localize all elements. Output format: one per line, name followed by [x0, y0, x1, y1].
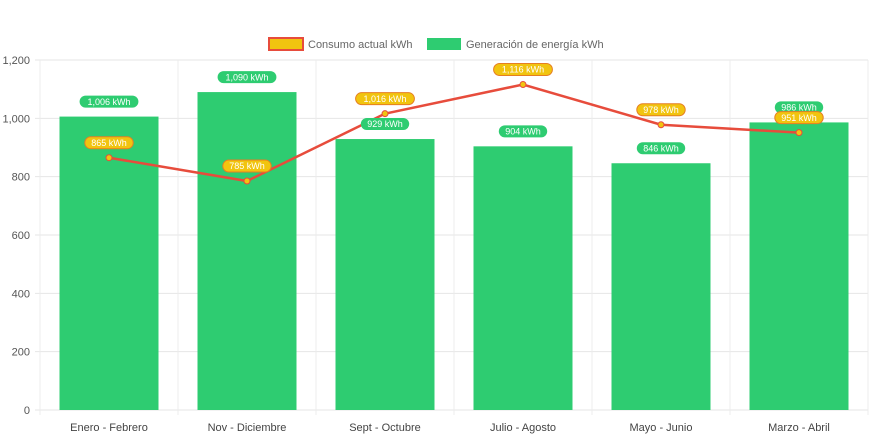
data-label-bg	[360, 118, 410, 131]
line-series[interactable]	[108, 83, 800, 183]
data-label-bg	[217, 71, 277, 84]
axis-layer: 0 200 400 600 800 1,000 1,200 Enero - Febrero No…	[2, 55, 829, 434]
line-point[interactable]	[105, 154, 113, 162]
data-label: 1,006 kWh	[87, 97, 130, 107]
line-point[interactable]	[519, 81, 527, 88]
legend-swatch-consumo[interactable]	[268, 37, 304, 51]
data-label: 986 kWh	[781, 103, 817, 113]
legend-label-generacion[interactable]: Generación de energía kWh	[466, 39, 604, 51]
line-point[interactable]	[657, 121, 665, 129]
y-tick-label: 1,000	[2, 113, 30, 125]
data-label: 846 kWh	[643, 143, 679, 153]
data-labels-layer: 1,006 kWh 1,090 kWh 929 kWh 904 kWh 846 kWh 9…	[79, 63, 824, 173]
bar[interactable]	[473, 146, 573, 411]
y-tick-label: 400	[12, 288, 30, 300]
data-label-bg	[774, 111, 824, 125]
line-point[interactable]	[381, 110, 389, 118]
data-label-bg	[84, 136, 134, 150]
data-label: 1,116 kWh	[502, 65, 544, 75]
y-tick-label: 600	[12, 230, 30, 242]
data-label: 1,016 kWh	[363, 94, 406, 104]
bar[interactable]	[611, 163, 711, 410]
bar[interactable]	[59, 116, 159, 410]
data-label: 978 kWh	[643, 105, 679, 115]
line-layer	[105, 81, 803, 185]
data-label-bg	[498, 125, 548, 138]
bar[interactable]	[749, 122, 849, 411]
y-tick-label: 0	[24, 405, 30, 417]
data-label: 785 kWh	[229, 161, 265, 171]
line-point[interactable]	[243, 177, 251, 185]
data-label: 929 kWh	[367, 119, 403, 129]
x-tick-label: Sept - Octubre	[349, 422, 421, 434]
data-label: 865 kWh	[91, 138, 127, 148]
data-label-bg	[774, 101, 824, 114]
y-tick-label: 1,200	[2, 55, 30, 67]
x-tick-label: Julio - Agosto	[490, 422, 556, 434]
legend-label-consumo[interactable]: Consumo actual kWh	[308, 39, 413, 51]
y-tick-label: 800	[12, 172, 30, 184]
bar[interactable]	[197, 92, 297, 410]
legend-swatch-generacion[interactable]	[427, 38, 461, 50]
data-label: 951 kWh	[781, 113, 817, 123]
grid-layer	[35, 59, 869, 415]
x-tick-label: Marzo - Abril	[768, 422, 830, 434]
data-label-bg	[636, 103, 686, 117]
data-label-bg	[79, 95, 139, 108]
bars-layer	[59, 92, 849, 411]
data-label-bg	[493, 63, 553, 76]
data-label-bg	[636, 142, 686, 155]
legend[interactable]: Consumo actual kWh Generación de energía…	[268, 37, 604, 51]
data-label-bg	[222, 159, 272, 173]
x-tick-label: Mayo - Junio	[630, 422, 693, 434]
y-tick-label: 200	[12, 347, 30, 359]
line-point[interactable]	[795, 129, 803, 137]
bar[interactable]	[335, 139, 435, 410]
x-tick-label: Nov - Diciembre	[208, 422, 287, 434]
data-label-bg	[355, 92, 415, 106]
data-label: 1,090 kWh	[225, 72, 268, 82]
x-tick-label: Enero - Febrero	[70, 422, 148, 434]
data-label: 904 kWh	[505, 127, 541, 137]
